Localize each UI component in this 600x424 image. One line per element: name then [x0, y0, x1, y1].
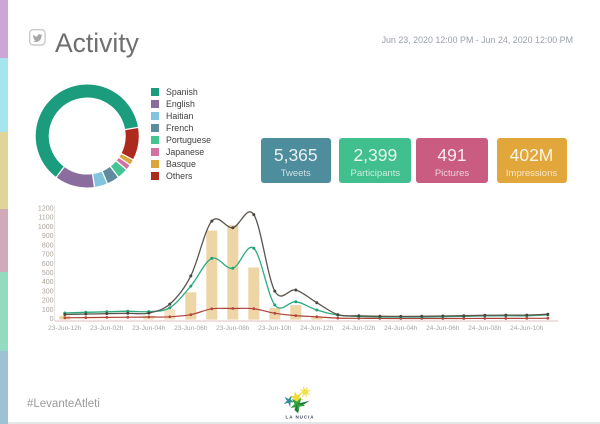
svg-text:100: 100 — [42, 307, 54, 314]
svg-text:23-Jun-12h: 23-Jun-12h — [48, 325, 82, 332]
svg-text:24-Jun-04h: 24-Jun-04h — [384, 325, 418, 332]
svg-text:800: 800 — [42, 242, 54, 249]
svg-text:1200: 1200 — [38, 206, 54, 213]
svg-text:0: 0 — [50, 316, 54, 323]
svg-text:23-Jun-02h: 23-Jun-02h — [90, 325, 124, 332]
svg-text:1100: 1100 — [38, 215, 53, 222]
svg-text:24-Jun-12h: 24-Jun-12h — [300, 325, 334, 332]
svg-text:500: 500 — [42, 270, 54, 277]
svg-text:900: 900 — [42, 233, 54, 240]
svg-text:23-Jun-08h: 23-Jun-08h — [216, 325, 250, 332]
svg-text:23-Jun-04h: 23-Jun-04h — [132, 325, 166, 332]
svg-text:700: 700 — [42, 252, 54, 259]
svg-text:1000: 1000 — [38, 224, 54, 231]
svg-text:23-Jun-06h: 23-Jun-06h — [174, 325, 208, 332]
svg-text:200: 200 — [42, 298, 54, 305]
svg-text:24-Jun-02h: 24-Jun-02h — [342, 325, 376, 332]
svg-text:400: 400 — [42, 279, 54, 286]
svg-text:LA NUCIA: LA NUCIA — [286, 414, 315, 419]
svg-text:24-Jun-08h: 24-Jun-08h — [468, 325, 502, 332]
svg-text:24-Jun-06h: 24-Jun-06h — [426, 325, 460, 332]
svg-text:300: 300 — [42, 288, 54, 295]
svg-text:600: 600 — [42, 261, 54, 268]
svg-text:24-Jun-10h: 24-Jun-10h — [510, 325, 544, 332]
svg-text:23-Jun-10h: 23-Jun-10h — [258, 325, 292, 332]
